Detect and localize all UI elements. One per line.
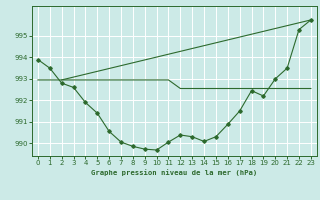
X-axis label: Graphe pression niveau de la mer (hPa): Graphe pression niveau de la mer (hPa): [91, 169, 258, 176]
